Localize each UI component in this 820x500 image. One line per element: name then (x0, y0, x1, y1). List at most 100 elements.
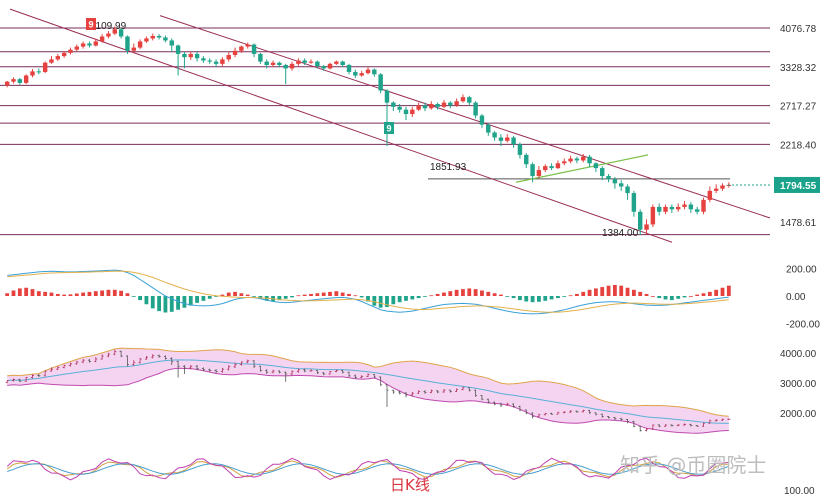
macd-histogram-bar (378, 296, 383, 308)
candle-body (460, 97, 466, 102)
macd-dea-line (7, 270, 729, 313)
macd-histogram-bar (5, 293, 10, 296)
candle-body (289, 63, 295, 69)
macd-histogram-bar (214, 296, 218, 297)
candle-body (131, 47, 136, 51)
macd-tick-label: 200.00 (786, 265, 817, 276)
macd-histogram-bar (43, 291, 48, 296)
macd-histogram-bar (296, 295, 301, 297)
macd-histogram-bar (480, 290, 484, 296)
macd-histogram-bar (283, 296, 288, 299)
candle-body (61, 52, 67, 57)
macd-histogram-bar (119, 290, 124, 296)
macd-histogram-bar (391, 296, 396, 305)
candle-body (201, 58, 206, 61)
candle-body (473, 102, 478, 116)
macd-histogram-bar (201, 296, 206, 301)
macd-histogram-bar (169, 296, 174, 312)
candle-body (644, 224, 649, 230)
candle-body (701, 199, 706, 212)
boll-tick-label: 2000.00 (780, 409, 817, 420)
macd-histogram-bar (448, 291, 453, 296)
macd-histogram-bar (258, 296, 263, 299)
candle-body (232, 50, 238, 56)
candle-body (359, 73, 364, 76)
price-tick-label: 4076.78 (780, 24, 817, 35)
macd-histogram-bar (11, 290, 16, 296)
macd-histogram-bar (714, 289, 719, 296)
osc-d-line (7, 463, 729, 475)
macd-histogram-bar (93, 291, 98, 296)
candle-body (118, 29, 124, 37)
bollinger-panel: 4000.00 3000.00 2000.00 (5, 347, 817, 434)
candle-body (239, 46, 244, 51)
macd-histogram-bar (17, 288, 22, 296)
candle-body (574, 158, 580, 161)
candle-body (403, 109, 409, 115)
candle-body (663, 206, 668, 212)
candle-body (720, 185, 725, 189)
macd-histogram-bar (549, 296, 554, 300)
candle-body (631, 193, 637, 212)
candle-body (346, 64, 352, 72)
candle-body (448, 102, 453, 106)
boll-tick-label: 4000.00 (780, 349, 817, 360)
price-annotation: 1384.00 (602, 228, 639, 239)
macd-histogram-bar (62, 294, 67, 296)
macd-histogram-bar (530, 296, 535, 303)
candle-body (587, 156, 592, 164)
candle-body (308, 61, 314, 63)
candle-body (422, 105, 428, 109)
macd-histogram-bar (220, 294, 225, 296)
candle-body (55, 56, 61, 60)
macd-histogram-bar (397, 296, 402, 303)
candle-body (410, 109, 415, 115)
macd-histogram-bar (302, 294, 307, 296)
candle-body (42, 62, 48, 72)
candle-body (137, 41, 143, 48)
macd-histogram-bar (556, 296, 560, 299)
macd-histogram-bar (309, 293, 313, 296)
candle-body (619, 183, 624, 187)
macd-histogram-bar (524, 296, 529, 302)
candle-body (99, 36, 105, 42)
macd-histogram-bar (568, 295, 573, 297)
osc-k-line (6, 460, 729, 478)
candle-body (384, 90, 390, 103)
candle-body (112, 29, 117, 34)
macd-histogram-bar (410, 296, 415, 300)
candle-body (4, 81, 10, 86)
candle-body (340, 61, 345, 65)
boll-tick-label: 3000.00 (780, 379, 817, 390)
candle-body (416, 105, 421, 110)
candle-body (600, 168, 605, 177)
macd-histogram-bar (30, 289, 35, 296)
macd-histogram-bar (176, 296, 180, 310)
candle-body (315, 61, 320, 67)
macd-histogram-bar (486, 291, 491, 296)
macd-histogram-bar (537, 296, 541, 302)
macd-histogram-bar (87, 291, 92, 296)
candle-body (688, 204, 694, 210)
channel-lower-line (9, 8, 673, 243)
boll-upper-line (7, 347, 729, 417)
boll-band-fill (7, 348, 729, 434)
candle-body (562, 161, 567, 164)
macd-histogram-bar (442, 292, 446, 296)
candle-body (87, 43, 92, 46)
osc-j-line (6, 457, 729, 481)
candle-body (505, 137, 510, 141)
candle-body (188, 53, 193, 58)
macd-histogram-bar (68, 294, 73, 296)
td-sequential-flag-label: 9 (89, 20, 94, 30)
macd-histogram-bar (467, 288, 472, 296)
candle-body (536, 170, 542, 177)
macd-histogram-bar (49, 292, 54, 296)
macd-histogram-bar (366, 296, 370, 302)
candle-body (17, 79, 23, 83)
candle-body (555, 163, 561, 169)
macd-histogram-bar (24, 287, 29, 296)
candle-body (397, 106, 402, 110)
candle-body (429, 104, 434, 109)
macd-histogram-bar (138, 296, 143, 301)
